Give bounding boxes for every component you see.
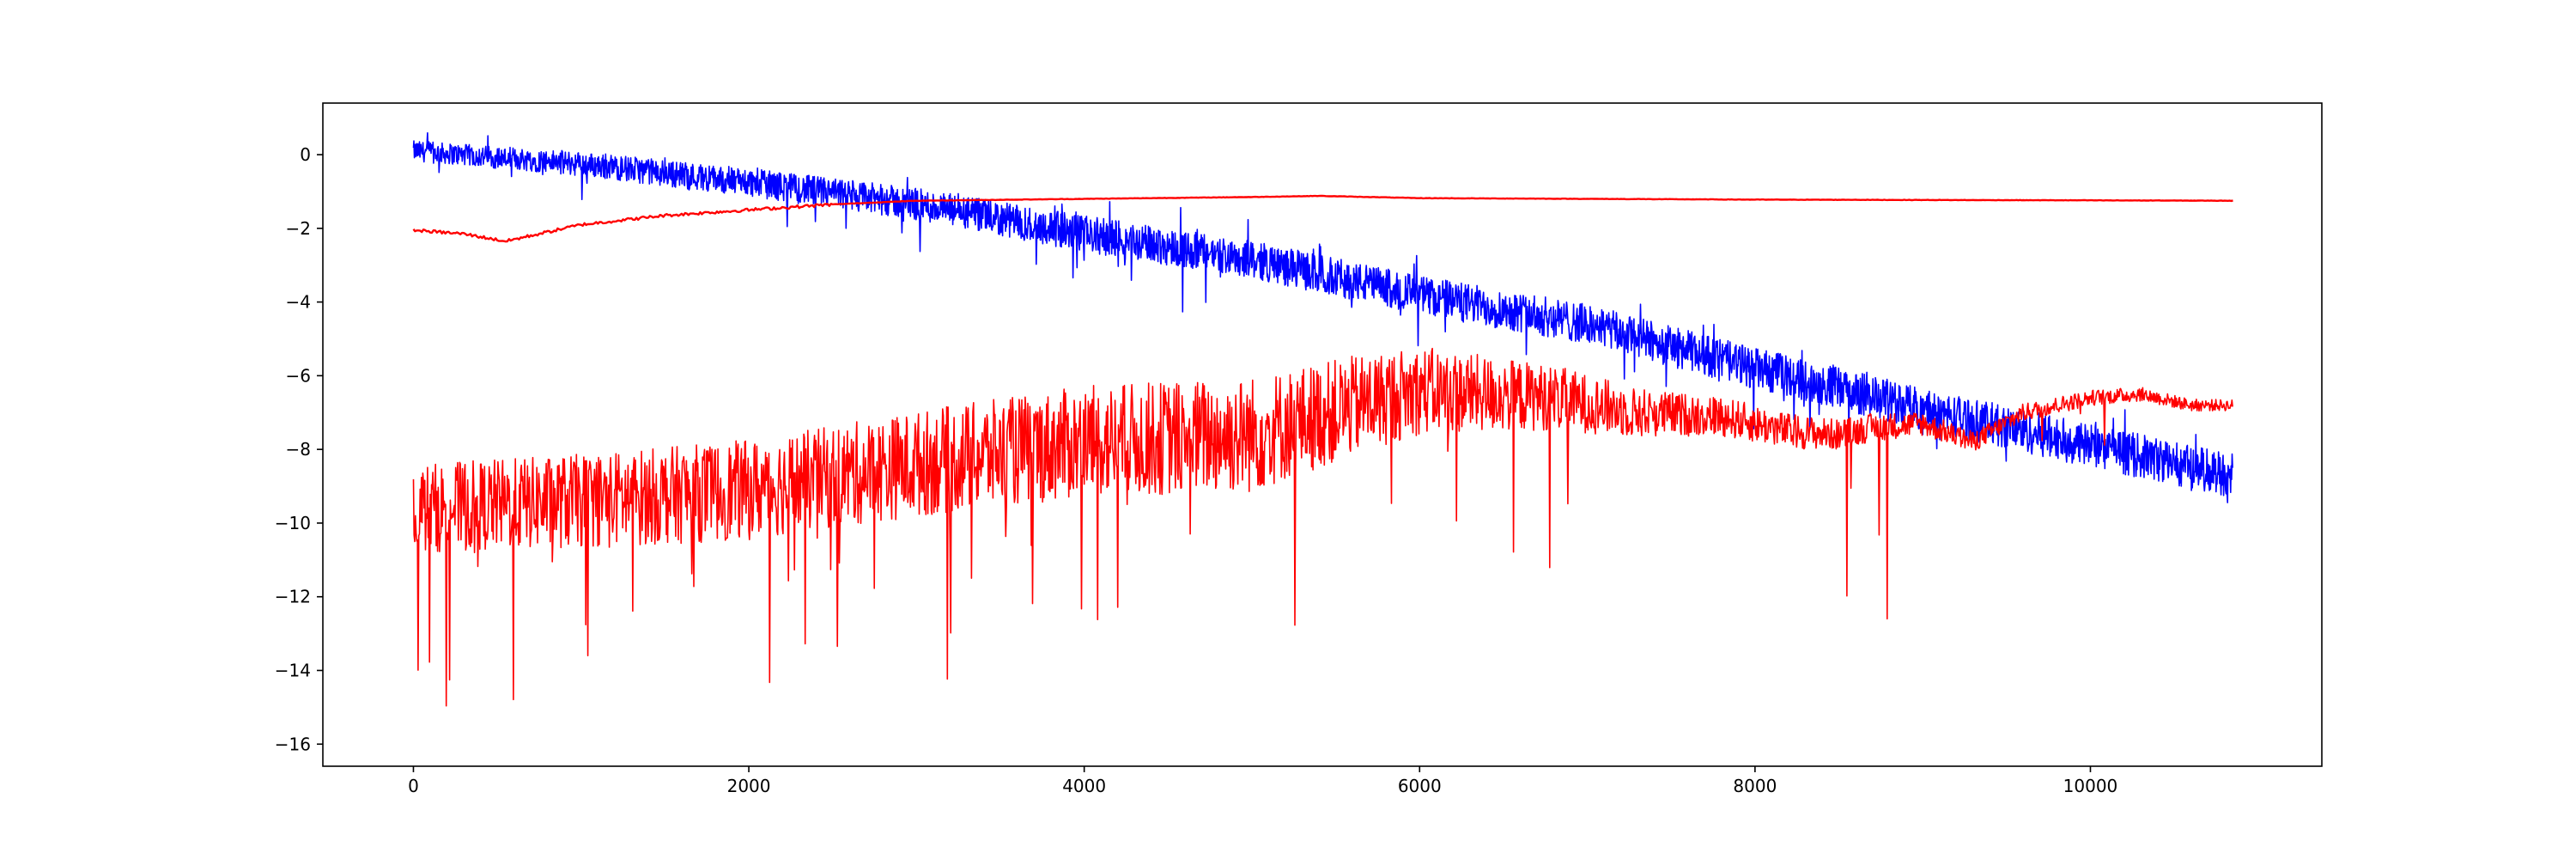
- axes-frame: [322, 102, 2323, 767]
- x-tick-label: 6000: [1398, 776, 1442, 796]
- plot-area: [412, 131, 2233, 707]
- x-tick-label: 8000: [1733, 776, 1777, 796]
- y-tick-label: 0: [300, 144, 311, 165]
- series-line-1: [412, 131, 2233, 503]
- y-tick-label: −4: [286, 292, 311, 313]
- y-tick-label: −14: [275, 660, 311, 680]
- y-tick-label: −10: [275, 513, 311, 533]
- y-tick-label: −6: [286, 365, 311, 386]
- series-line-2: [412, 194, 2233, 243]
- x-tick-label: 4000: [1062, 776, 1106, 796]
- y-tick-label: −12: [275, 587, 311, 607]
- y-tick-label: −16: [275, 734, 311, 754]
- x-tick-label: 0: [408, 776, 419, 796]
- y-tick-label: −8: [286, 439, 311, 460]
- x-tick-label: 10000: [2063, 776, 2118, 796]
- x-tick-label: 2000: [727, 776, 771, 796]
- axes: 0 2000 4000 6000 8000 10000 0 −2 −4 −6 −8 −10 −12 −14…: [275, 102, 2323, 796]
- series-line-3: [412, 347, 2233, 707]
- y-tick-label: −2: [286, 218, 311, 239]
